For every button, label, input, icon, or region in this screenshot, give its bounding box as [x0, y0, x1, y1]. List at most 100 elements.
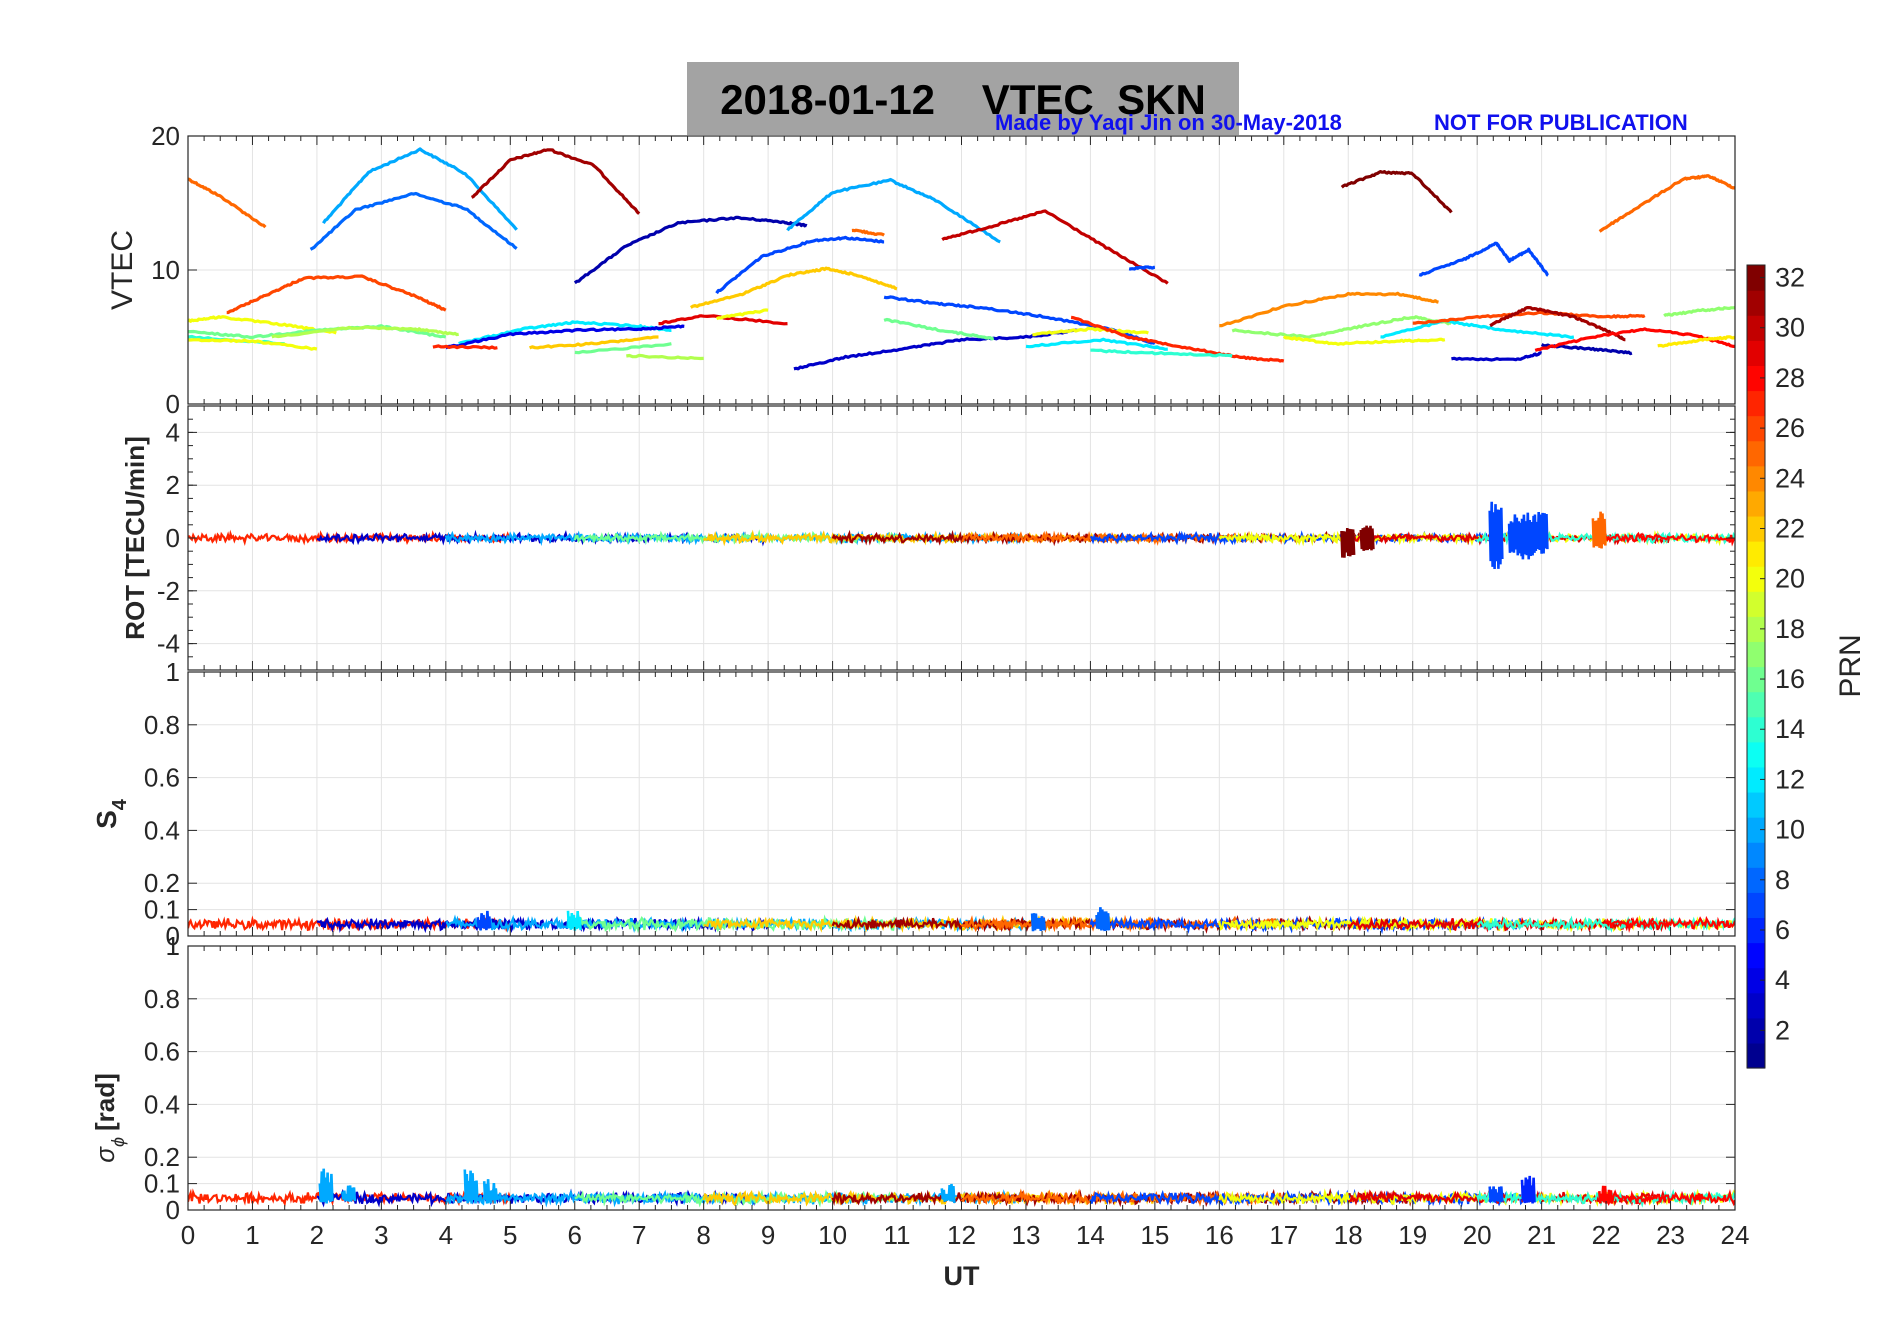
colorbar-tick-label: 30 — [1775, 313, 1805, 343]
s4-panel: 00.10.2 0.4 0.6 0.8 1 S4 — [91, 657, 1736, 951]
vtec-series-line — [1663, 305, 1735, 318]
colorbar-cell — [1747, 490, 1765, 517]
colorbar-tick-label: 18 — [1775, 614, 1805, 644]
x-tick-label: 8 — [696, 1220, 710, 1250]
unit-label: [rad] — [90, 1073, 120, 1131]
vtec-series-line — [1540, 343, 1633, 356]
colorbar-tick-label: 22 — [1775, 513, 1805, 543]
series-group — [188, 501, 1735, 570]
y-tick-label: 0.6 — [144, 1037, 180, 1067]
colorbar-cell — [1747, 365, 1765, 392]
colorbar-tick-label: 12 — [1775, 764, 1805, 794]
y-axis-label-subscript: 4 — [109, 798, 131, 810]
y-tick-label: 1 — [166, 931, 180, 961]
spike-mark — [1340, 527, 1356, 558]
colorbar-cell — [1747, 917, 1765, 944]
y-tick-label: 0.8 — [144, 710, 180, 740]
vtec-series-line — [715, 235, 885, 295]
vtec-series-line — [322, 147, 518, 231]
y-tick-label: 0 — [166, 389, 180, 419]
vtec-series-line — [470, 148, 641, 215]
x-ticks — [187, 136, 1736, 404]
spike-mark — [341, 1185, 357, 1202]
y-tick-label: 0.2 — [144, 868, 180, 898]
vtec-series-line — [432, 344, 498, 350]
vtec-series-line — [1070, 315, 1285, 363]
colorbar-label: PRN — [1834, 634, 1867, 697]
colorbar-cell — [1747, 390, 1765, 417]
spike-mark — [476, 910, 492, 931]
spike-mark — [1520, 512, 1536, 560]
x-axis-label: UT — [944, 1261, 980, 1291]
colorbar-tick-label: 6 — [1775, 915, 1790, 945]
title-background — [687, 62, 1239, 135]
series-group — [188, 907, 1735, 935]
vtec-series-line — [226, 274, 447, 315]
vtec-series-line — [1282, 335, 1446, 346]
vtec-series-line — [715, 308, 769, 321]
title-date: 2018-01-12 — [720, 76, 936, 123]
x-ticks — [187, 406, 1736, 670]
x-tick-label: 0 — [181, 1220, 195, 1250]
colorbar-tick-label: 32 — [1775, 263, 1805, 293]
y-tick-label: 0 — [166, 523, 180, 553]
colorbar-cell — [1747, 541, 1765, 567]
vtec-series-line — [188, 338, 318, 351]
y-tick-label: 0.2 — [144, 1142, 180, 1172]
y-tick-label: 20 — [151, 121, 180, 151]
spike-mark — [1520, 1175, 1536, 1204]
spike-mark — [463, 1169, 479, 1204]
spike-mark — [566, 910, 582, 931]
spike-mark — [1488, 1186, 1504, 1203]
x-tick-label: 1 — [245, 1220, 259, 1250]
x-tick-label: 24 — [1721, 1220, 1750, 1250]
vtec-series-line — [574, 342, 672, 355]
colorbar-cell — [1747, 691, 1765, 718]
x-tick-label: 13 — [1011, 1220, 1040, 1250]
colorbar-cell — [1747, 992, 1765, 1019]
vtec-series-line — [786, 177, 1001, 244]
y-tick-label: 0.8 — [144, 984, 180, 1014]
colorbar-cell — [1747, 616, 1765, 643]
vtec-series-line — [1219, 291, 1439, 328]
y-tick-label: 10 — [151, 255, 180, 285]
title-product: VTEC — [981, 76, 1094, 123]
x-tick-label: 11 — [884, 1220, 911, 1250]
title-station: SKN — [1117, 76, 1206, 123]
spike-mark — [1591, 511, 1607, 549]
colorbar-tick-label: 20 — [1775, 564, 1805, 594]
colorbar-cell — [1747, 315, 1765, 341]
colorbar-cell — [1747, 716, 1765, 743]
colorbar-cell — [1747, 842, 1765, 868]
colorbar-tick-label: 28 — [1775, 363, 1805, 393]
x-tick-label: 3 — [374, 1220, 388, 1250]
vtec-series-line — [1657, 335, 1735, 348]
x-tick-label: 15 — [1140, 1220, 1169, 1250]
y-tick-label: 4 — [166, 417, 180, 447]
x-tick-label: 12 — [947, 1220, 976, 1250]
colorbar-cell — [1747, 892, 1765, 919]
vtec-series-line — [1418, 241, 1549, 277]
spike-mark — [1095, 907, 1111, 932]
x-ticks — [187, 946, 1736, 1210]
x-tick-label: 17 — [1269, 1220, 1298, 1250]
y-axis-label: VTEC — [106, 230, 139, 310]
y-axis-label: σϕ [rad] — [90, 1073, 128, 1162]
x-ticks — [187, 672, 1736, 936]
chart-title: 2018-01-12 VTEC SKN — [687, 70, 1239, 130]
x-tick-label: 7 — [632, 1220, 646, 1250]
vtec-series-line — [1340, 170, 1453, 214]
x-tick-label: 21 — [1527, 1220, 1556, 1250]
series-group — [188, 1168, 1735, 1208]
vtec-series-line — [851, 228, 885, 237]
spike-mark — [482, 1179, 499, 1204]
x-tick-label: 10 — [818, 1220, 847, 1250]
notice-text: NOT FOR PUBLICATION — [1434, 110, 1688, 135]
colorbar-tick-label: 2 — [1775, 1015, 1790, 1045]
y-tick-label: 0 — [166, 1195, 180, 1225]
vtec-series-line — [188, 315, 337, 335]
x-tick-label: 9 — [761, 1220, 775, 1250]
colorbar-cell — [1747, 265, 1765, 291]
